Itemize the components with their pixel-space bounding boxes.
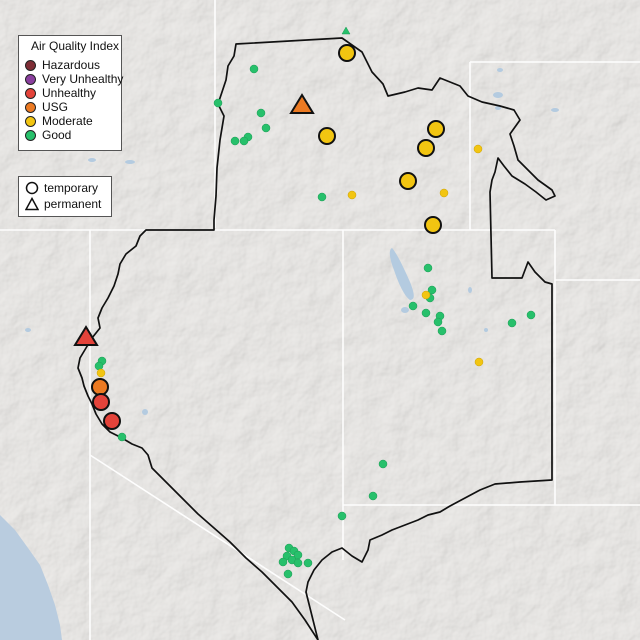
aqi-marker[interactable] — [421, 290, 431, 300]
aqi-marker[interactable] — [293, 558, 303, 568]
aqi-marker[interactable] — [433, 317, 443, 327]
aqi-marker[interactable] — [117, 432, 127, 442]
aqi-marker[interactable] — [96, 368, 106, 378]
triangle-icon — [25, 197, 39, 211]
aqi-marker[interactable] — [303, 558, 313, 568]
good-swatch-icon — [25, 129, 36, 141]
aqi-unhealthy-markers — [73, 93, 315, 430]
aqi-marker[interactable] — [474, 357, 484, 367]
aqi-good-markers — [94, 64, 536, 579]
aqi-marker[interactable] — [289, 93, 315, 114]
aqi-marker[interactable] — [256, 108, 266, 118]
legend-item-unhealthy: Unhealthy — [25, 86, 96, 100]
aqi-marker[interactable] — [249, 64, 259, 74]
aqi-marker[interactable] — [417, 139, 435, 157]
aqi-marker[interactable] — [337, 511, 347, 521]
legend-item-good: Good — [25, 128, 71, 142]
legend-item-hazardous: Hazardous — [25, 58, 100, 72]
aqi-marker[interactable] — [368, 491, 378, 501]
region-outline — [77, 37, 556, 640]
aqi-marker[interactable] — [103, 412, 121, 430]
aqi-marker[interactable] — [526, 310, 536, 320]
aqi-marker[interactable] — [473, 144, 483, 154]
aqi-marker[interactable] — [439, 188, 449, 198]
aqi-marker[interactable] — [94, 361, 104, 371]
aqi-marker[interactable] — [378, 459, 388, 469]
moderate-swatch-icon — [25, 115, 36, 127]
aqi-marker[interactable] — [437, 326, 447, 336]
legend-item-permanent: permanent — [25, 197, 101, 211]
aqi-marker[interactable] — [427, 285, 437, 295]
legend-item-moderate: Moderate — [25, 114, 93, 128]
aqi-marker[interactable] — [423, 263, 433, 273]
aqi-marker[interactable] — [92, 393, 110, 411]
aqi-marker[interactable] — [91, 378, 109, 396]
ocean — [0, 515, 62, 640]
aqi-marker[interactable] — [427, 120, 445, 138]
usg-swatch-icon — [25, 101, 36, 113]
aqi-marker[interactable] — [399, 172, 417, 190]
aqi-marker[interactable] — [317, 192, 327, 202]
unhealthy-swatch-icon — [25, 87, 36, 99]
aqi-marker[interactable] — [408, 301, 418, 311]
lakes — [25, 68, 559, 415]
aqi-marker[interactable] — [347, 190, 357, 200]
very-unhealthy-swatch-icon — [25, 73, 36, 85]
aqi-marker[interactable] — [421, 308, 431, 318]
aqi-marker[interactable] — [424, 216, 442, 234]
hazardous-swatch-icon — [25, 59, 36, 71]
aqi-marker[interactable] — [230, 136, 240, 146]
aqi-marker[interactable] — [213, 98, 223, 108]
aqi-moderate-small-markers — [96, 144, 484, 378]
aqi-marker[interactable] — [239, 136, 249, 146]
aqi-marker[interactable] — [261, 123, 271, 133]
aqi-marker[interactable] — [318, 127, 336, 145]
aqi-marker[interactable] — [283, 569, 293, 579]
aqi-legend: Air Quality Index Hazardous Very Unhealt… — [18, 35, 123, 151]
aqi-marker[interactable] — [507, 318, 517, 328]
legend-item-usg: USG — [25, 100, 68, 114]
aqi-marker[interactable] — [338, 44, 356, 62]
aqi-marker[interactable] — [341, 26, 351, 35]
legend-item-very-unhealthy: Very Unhealthy — [25, 72, 123, 86]
circle-icon — [25, 181, 39, 195]
aqi-marker[interactable] — [278, 557, 288, 567]
legend-item-temporary: temporary — [25, 181, 98, 195]
legend-title: Air Quality Index — [31, 39, 120, 53]
aqi-marker[interactable] — [73, 325, 99, 346]
aqi-moderate-large-markers — [318, 44, 445, 234]
monitor-type-legend: temporary permanent — [18, 176, 112, 217]
